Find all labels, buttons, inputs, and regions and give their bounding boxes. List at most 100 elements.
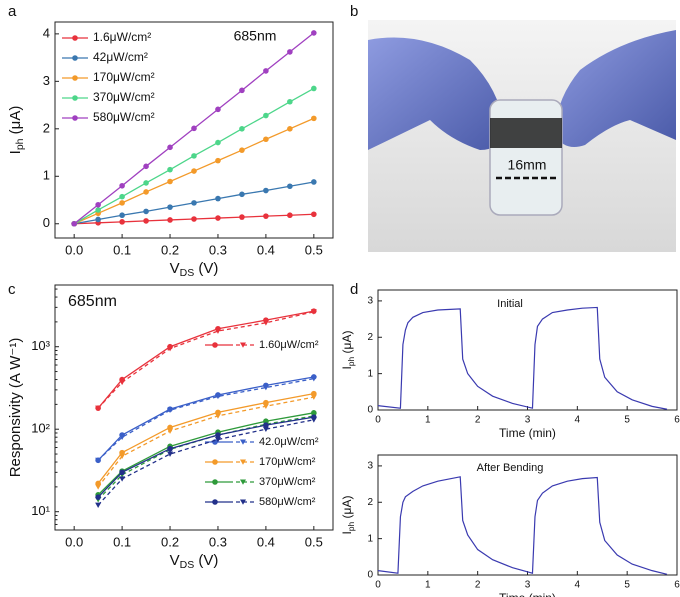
point	[215, 392, 221, 398]
point	[311, 30, 317, 36]
y-axis-label-suffix: (μA)	[340, 331, 354, 357]
point	[311, 85, 317, 92]
plot-frame	[377, 289, 678, 411]
x-axis-label: Time (min)	[499, 426, 556, 440]
y-tick-label: 3	[367, 461, 373, 472]
legend-marker	[240, 342, 246, 348]
series-line	[97, 412, 314, 496]
y-axis-label-sub: ph	[346, 356, 356, 366]
point	[167, 406, 173, 412]
point	[95, 201, 101, 208]
y-axis-label-suffix: (μA)	[340, 496, 354, 522]
y-axis-label-main: I	[7, 150, 24, 154]
x-tick-label: 6	[674, 415, 680, 426]
legend-marker	[72, 35, 78, 41]
x-tick-label: 6	[674, 580, 680, 591]
x-tick-label: 3	[525, 415, 531, 426]
point	[263, 187, 269, 194]
x-tick-label: 1	[425, 415, 431, 426]
point	[262, 426, 269, 433]
point	[167, 166, 173, 173]
legend-marker	[72, 115, 78, 121]
point	[215, 106, 221, 113]
y-tick-label: 10³	[31, 338, 50, 353]
x-tick-label: 0.0	[65, 534, 83, 549]
point	[191, 153, 197, 159]
y-tick-label: 1	[367, 533, 373, 544]
y-tick-label: 0	[367, 570, 373, 581]
x-tick-label: 1	[425, 580, 431, 591]
y-axis-label-main: I	[340, 531, 354, 534]
y-tick-label: 1	[367, 368, 373, 379]
legend-label: 580μW/cm²	[93, 110, 155, 124]
point	[119, 212, 125, 219]
x-tick-label: 0.1	[113, 534, 131, 549]
x-tick-label: 5	[624, 580, 630, 591]
point	[191, 200, 197, 206]
x-axis-label-sub: DS	[180, 267, 195, 279]
legend-marker	[240, 479, 246, 485]
point	[263, 213, 269, 219]
legend-marker	[240, 499, 246, 505]
point	[215, 139, 221, 146]
y-tick-label: 2	[367, 332, 373, 343]
scale-label: 16mm	[508, 157, 547, 173]
y-axis-label: Iph (μA)	[340, 331, 356, 370]
point	[239, 191, 245, 198]
y-tick-label: 3	[43, 73, 50, 88]
point	[119, 476, 126, 482]
legend-label: 370μW/cm²	[93, 90, 155, 104]
y-axis-label: Responsivity (A W⁻¹)	[7, 338, 24, 478]
y-tick-label: 10²	[31, 421, 50, 436]
legend-label: 170μW/cm²	[259, 456, 316, 468]
legend-marker	[72, 95, 78, 101]
point	[215, 409, 221, 416]
plot-frame	[54, 21, 334, 239]
point	[263, 317, 269, 323]
point	[311, 410, 317, 416]
point	[287, 183, 293, 190]
point	[263, 136, 269, 143]
point	[119, 432, 125, 438]
point	[239, 87, 245, 94]
point	[239, 214, 245, 220]
point	[263, 399, 269, 406]
x-tick-label: 3	[525, 580, 531, 591]
point	[71, 220, 77, 227]
legend-marker	[212, 342, 218, 348]
x-tick-label: 0.2	[161, 242, 179, 257]
point	[191, 125, 197, 132]
panel-letter: b	[350, 3, 358, 20]
point	[263, 418, 269, 425]
point	[215, 432, 221, 438]
point	[167, 204, 173, 210]
panel-letter: c	[8, 281, 16, 298]
x-tick-label: 4	[575, 580, 581, 591]
x-tick-label: 0.3	[209, 242, 227, 257]
glove-right	[555, 30, 676, 148]
point	[119, 182, 125, 189]
y-tick-label: 0	[367, 405, 373, 416]
series-line	[377, 476, 668, 575]
point	[215, 325, 221, 332]
y-tick-label: 1	[43, 168, 50, 183]
point	[311, 308, 317, 314]
point	[143, 208, 149, 215]
point	[167, 424, 173, 431]
point	[167, 445, 173, 452]
x-tick-label: 0	[375, 415, 381, 426]
x-axis-label-main: V	[170, 260, 180, 277]
y-tick-label: 0	[43, 215, 50, 230]
annotation: 685nm	[234, 28, 277, 44]
legend-label: 42μW/cm²	[93, 50, 148, 64]
point	[167, 217, 173, 223]
x-tick-label: 0.4	[257, 534, 275, 549]
point	[95, 457, 101, 464]
x-axis-label-sub: DS	[180, 559, 195, 571]
point	[143, 180, 149, 186]
x-tick-label: 5	[624, 415, 630, 426]
point	[191, 168, 197, 174]
annotation: Initial	[497, 298, 523, 310]
series-line	[97, 419, 314, 506]
